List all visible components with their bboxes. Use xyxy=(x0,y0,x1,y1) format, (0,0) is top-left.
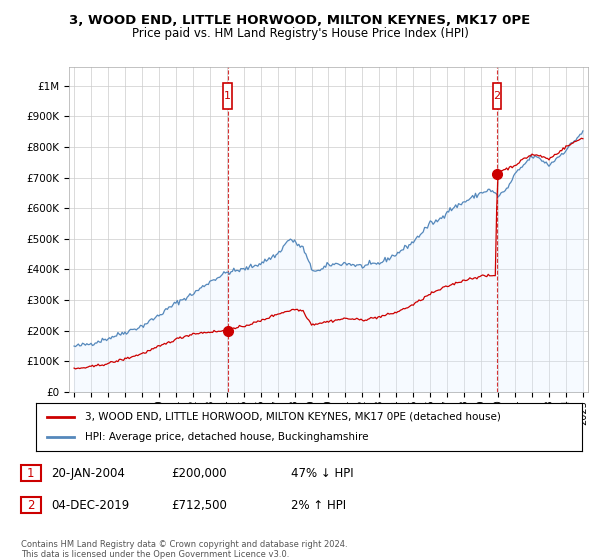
Text: 04-DEC-2019: 04-DEC-2019 xyxy=(51,498,129,512)
Text: £712,500: £712,500 xyxy=(171,498,227,512)
Text: 47% ↓ HPI: 47% ↓ HPI xyxy=(291,466,353,480)
FancyBboxPatch shape xyxy=(223,83,232,109)
Text: This data is licensed under the Open Government Licence v3.0.: This data is licensed under the Open Gov… xyxy=(21,550,289,559)
Text: 1: 1 xyxy=(27,466,35,480)
Text: 1: 1 xyxy=(224,91,231,101)
Text: 2% ↑ HPI: 2% ↑ HPI xyxy=(291,498,346,512)
Text: 2: 2 xyxy=(493,91,500,101)
FancyBboxPatch shape xyxy=(493,83,501,109)
Text: 3, WOOD END, LITTLE HORWOOD, MILTON KEYNES, MK17 0PE (detached house): 3, WOOD END, LITTLE HORWOOD, MILTON KEYN… xyxy=(85,412,501,422)
Text: 3, WOOD END, LITTLE HORWOOD, MILTON KEYNES, MK17 0PE: 3, WOOD END, LITTLE HORWOOD, MILTON KEYN… xyxy=(70,14,530,27)
Text: HPI: Average price, detached house, Buckinghamshire: HPI: Average price, detached house, Buck… xyxy=(85,432,368,442)
Text: Price paid vs. HM Land Registry's House Price Index (HPI): Price paid vs. HM Land Registry's House … xyxy=(131,27,469,40)
Text: Contains HM Land Registry data © Crown copyright and database right 2024.: Contains HM Land Registry data © Crown c… xyxy=(21,540,347,549)
Text: £200,000: £200,000 xyxy=(171,466,227,480)
Text: 20-JAN-2004: 20-JAN-2004 xyxy=(51,466,125,480)
Text: 2: 2 xyxy=(27,498,35,512)
